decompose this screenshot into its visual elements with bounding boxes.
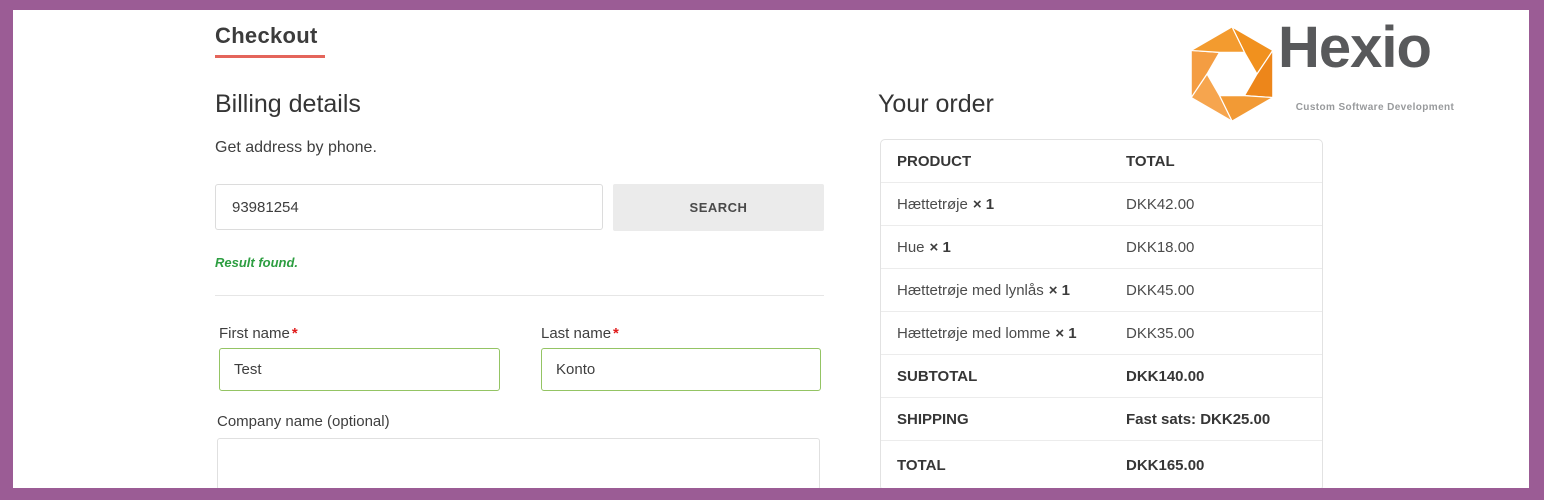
shipping-row: SHIPPING Fast sats: DKK25.00 — [881, 397, 1322, 440]
search-button[interactable]: SEARCH — [613, 184, 824, 231]
product-name: Hue — [897, 238, 925, 256]
product-name: Hættetrøje — [897, 195, 968, 213]
hexio-logo-tagline: Custom Software Development — [1295, 102, 1455, 113]
total-row: TOTAL DKK165.00 — [881, 440, 1322, 488]
company-name-label: Company name (optional) — [217, 413, 390, 430]
first-name-label: First name * — [219, 325, 298, 342]
shipping-value: Fast sats: DKK25.00 — [1126, 410, 1271, 428]
hexio-logo-text: Hexio — [1278, 15, 1432, 80]
required-asterisk: * — [291, 325, 298, 342]
product-total: DKK42.00 — [1126, 195, 1195, 213]
product-quantity: × 1 — [929, 238, 951, 256]
product-quantity: × 1 — [972, 195, 995, 213]
order-item-row: Hættetrøje med lomme × 1 DKK35.00 — [881, 311, 1322, 354]
last-name-input[interactable] — [541, 348, 821, 391]
lookup-result-message: Result found. — [215, 255, 299, 270]
required-asterisk: * — [613, 325, 619, 342]
last-name-label: Last name * — [541, 325, 619, 342]
product-total: DKK45.00 — [1126, 281, 1195, 299]
subtotal-label: SUBTOTAL — [897, 367, 978, 385]
first-name-input[interactable] — [219, 348, 500, 391]
shipping-label: SHIPPING — [897, 410, 969, 428]
billing-details-heading: Billing details — [215, 90, 361, 118]
product-name: Hættetrøje med lynlås — [897, 281, 1044, 299]
subtotal-value: DKK140.00 — [1126, 367, 1205, 385]
product-column-header: PRODUCT — [897, 152, 972, 170]
section-divider — [215, 295, 824, 296]
company-name-input[interactable] — [217, 438, 820, 488]
checkout-page: Checkout Billing details Get address by … — [13, 10, 1529, 488]
order-item-row: Hættetrøje × 1 DKK42.00 — [881, 182, 1322, 225]
order-item-row: Hættetrøje med lynlås × 1 DKK45.00 — [881, 268, 1322, 311]
order-item-row: Hue × 1 DKK18.00 — [881, 225, 1322, 268]
total-value: DKK165.00 — [1126, 457, 1205, 474]
title-underline — [215, 55, 325, 58]
product-name: Hættetrøje med lomme — [897, 324, 1051, 342]
hexio-hexagon-icon — [1189, 25, 1275, 123]
table-header-row: PRODUCT TOTAL — [881, 140, 1322, 182]
total-label: TOTAL — [897, 457, 946, 474]
page-title: Checkout — [215, 23, 318, 48]
order-review-table: PRODUCT TOTAL Hættetrøje × 1 DKK42.00 Hue… — [880, 139, 1323, 488]
product-quantity: × 1 — [1048, 281, 1070, 299]
phone-input[interactable] — [215, 184, 603, 230]
product-quantity: × 1 — [1055, 324, 1077, 342]
product-total: DKK35.00 — [1126, 324, 1195, 342]
subtotal-row: SUBTOTAL DKK140.00 — [881, 354, 1322, 397]
phone-lookup-label: Get address by phone. — [215, 139, 377, 156]
your-order-heading: Your order — [878, 90, 994, 118]
hexio-logo: Hexio Custom Software Development — [1180, 15, 1472, 124]
total-column-header: TOTAL — [1126, 152, 1175, 170]
product-total: DKK18.00 — [1126, 238, 1195, 256]
